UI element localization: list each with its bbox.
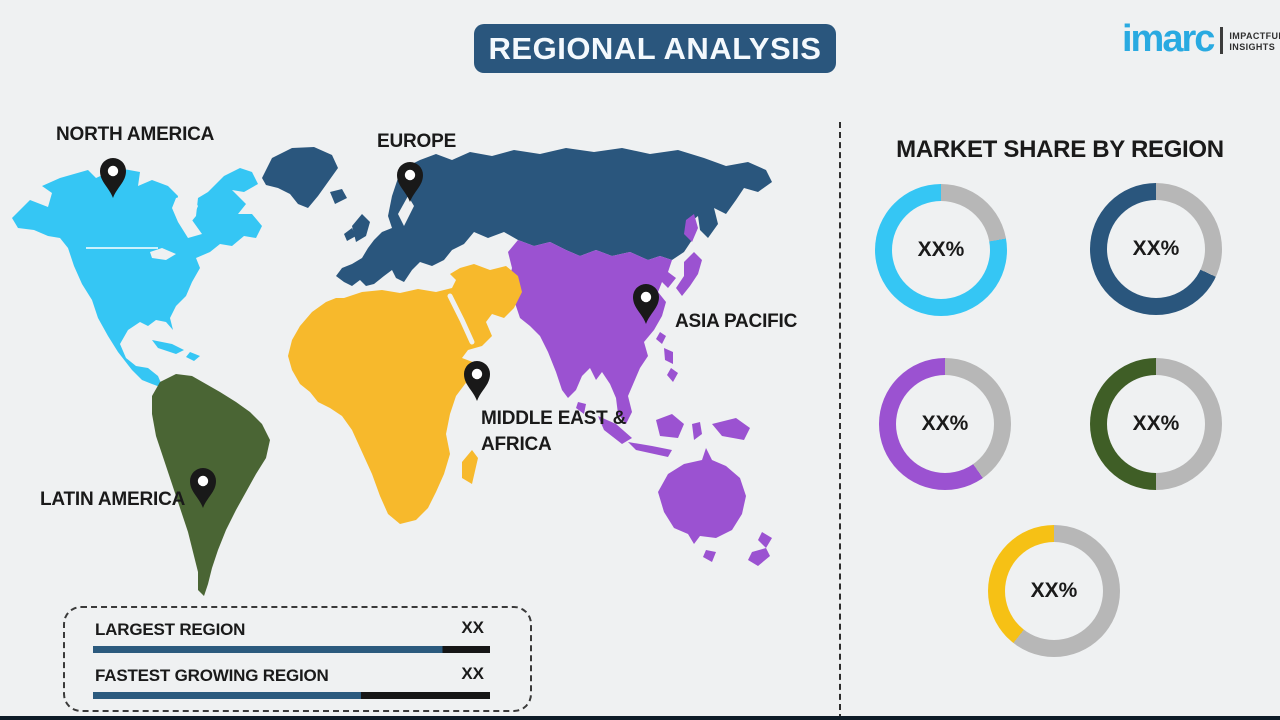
donut-asia-pacific: XX% [879, 358, 1011, 490]
map-legend-box: LARGEST REGION XX FASTEST GROWING REGION… [63, 606, 532, 712]
iceland-island [330, 189, 347, 204]
donut-value: XX% [1132, 412, 1180, 435]
fastest-growing-region-bar [93, 692, 490, 699]
logo-tagline: IMPACTFUL INSIGHTS [1229, 31, 1280, 52]
imarc-wordmark: imarc [1122, 18, 1215, 60]
donut-north-america: XX% [875, 184, 1007, 316]
label-europe: EUROPE [377, 131, 457, 152]
fastest-growing-region-label: FASTEST GROWING REGION [95, 666, 329, 685]
donut-value: XX% [1132, 237, 1180, 260]
donut-europe: XX% [1090, 183, 1222, 315]
great-lakes [150, 248, 176, 260]
label-middle-east-africa: MIDDLE EAST & AFRICA [481, 408, 627, 455]
tasmania-island [703, 550, 716, 562]
sri-lanka-island [576, 402, 586, 414]
largest-region-value: XX [461, 618, 484, 637]
sumatra-island [598, 416, 632, 444]
fastest-growing-region-value: XX [461, 664, 484, 683]
borneo-island [656, 414, 684, 438]
panel-divider-dashed-line [839, 122, 841, 720]
philippines-islands [664, 348, 678, 382]
donut-value: XX% [1030, 579, 1078, 602]
asia-landmass [508, 240, 676, 424]
donut-value: XX% [917, 238, 965, 261]
sulawesi-island [692, 422, 702, 440]
new-zealand-islands [748, 532, 772, 566]
caspian-sea [496, 250, 510, 266]
title-banner: REGIONAL ANALYSIS [474, 24, 836, 73]
red-sea [447, 293, 475, 345]
page-title: REGIONAL ANALYSIS [488, 30, 822, 66]
java-island [628, 442, 672, 457]
donut-latin-america: XX% [1090, 358, 1222, 490]
new-guinea-island [712, 418, 750, 440]
label-latin-america: LATIN AMERICA [40, 489, 186, 510]
hispaniola-island [186, 352, 200, 361]
middle-east-africa-pin [464, 361, 490, 401]
market-share-heading: MARKET SHARE BY REGION [896, 136, 1224, 163]
europe-pin [397, 162, 423, 202]
largest-region-bar [93, 646, 490, 653]
latin-america-pin [190, 468, 216, 508]
bottom-border-strip [0, 716, 1280, 720]
label-north-america: NORTH AMERICA [56, 124, 215, 145]
australia-landmass [658, 448, 746, 544]
asia-pacific-pin [633, 284, 659, 324]
uk-island [352, 214, 370, 242]
europe-russia-landmass [336, 148, 772, 286]
madagascar-island [462, 450, 478, 484]
north-america-landmass [12, 168, 262, 388]
sakhalin-island [684, 214, 698, 242]
greenland-landmass [262, 147, 338, 208]
hudson-bay [172, 194, 202, 238]
donut-value: XX% [921, 412, 969, 435]
baltic-sea [398, 196, 414, 226]
imarc-logo: imarc IMPACTFUL INSIGHTS [1122, 18, 1280, 60]
donut-middle-east-africa: XX% [988, 525, 1120, 657]
japan-islands [676, 252, 702, 296]
cuba-island [152, 340, 184, 354]
largest-region-label: LARGEST REGION [95, 620, 246, 639]
taiwan-island [656, 332, 666, 344]
logo-divider [1220, 27, 1224, 54]
north-america-pin [100, 158, 126, 198]
ireland-island [344, 228, 356, 241]
label-asia-pacific: ASIA PACIFIC [675, 311, 798, 332]
